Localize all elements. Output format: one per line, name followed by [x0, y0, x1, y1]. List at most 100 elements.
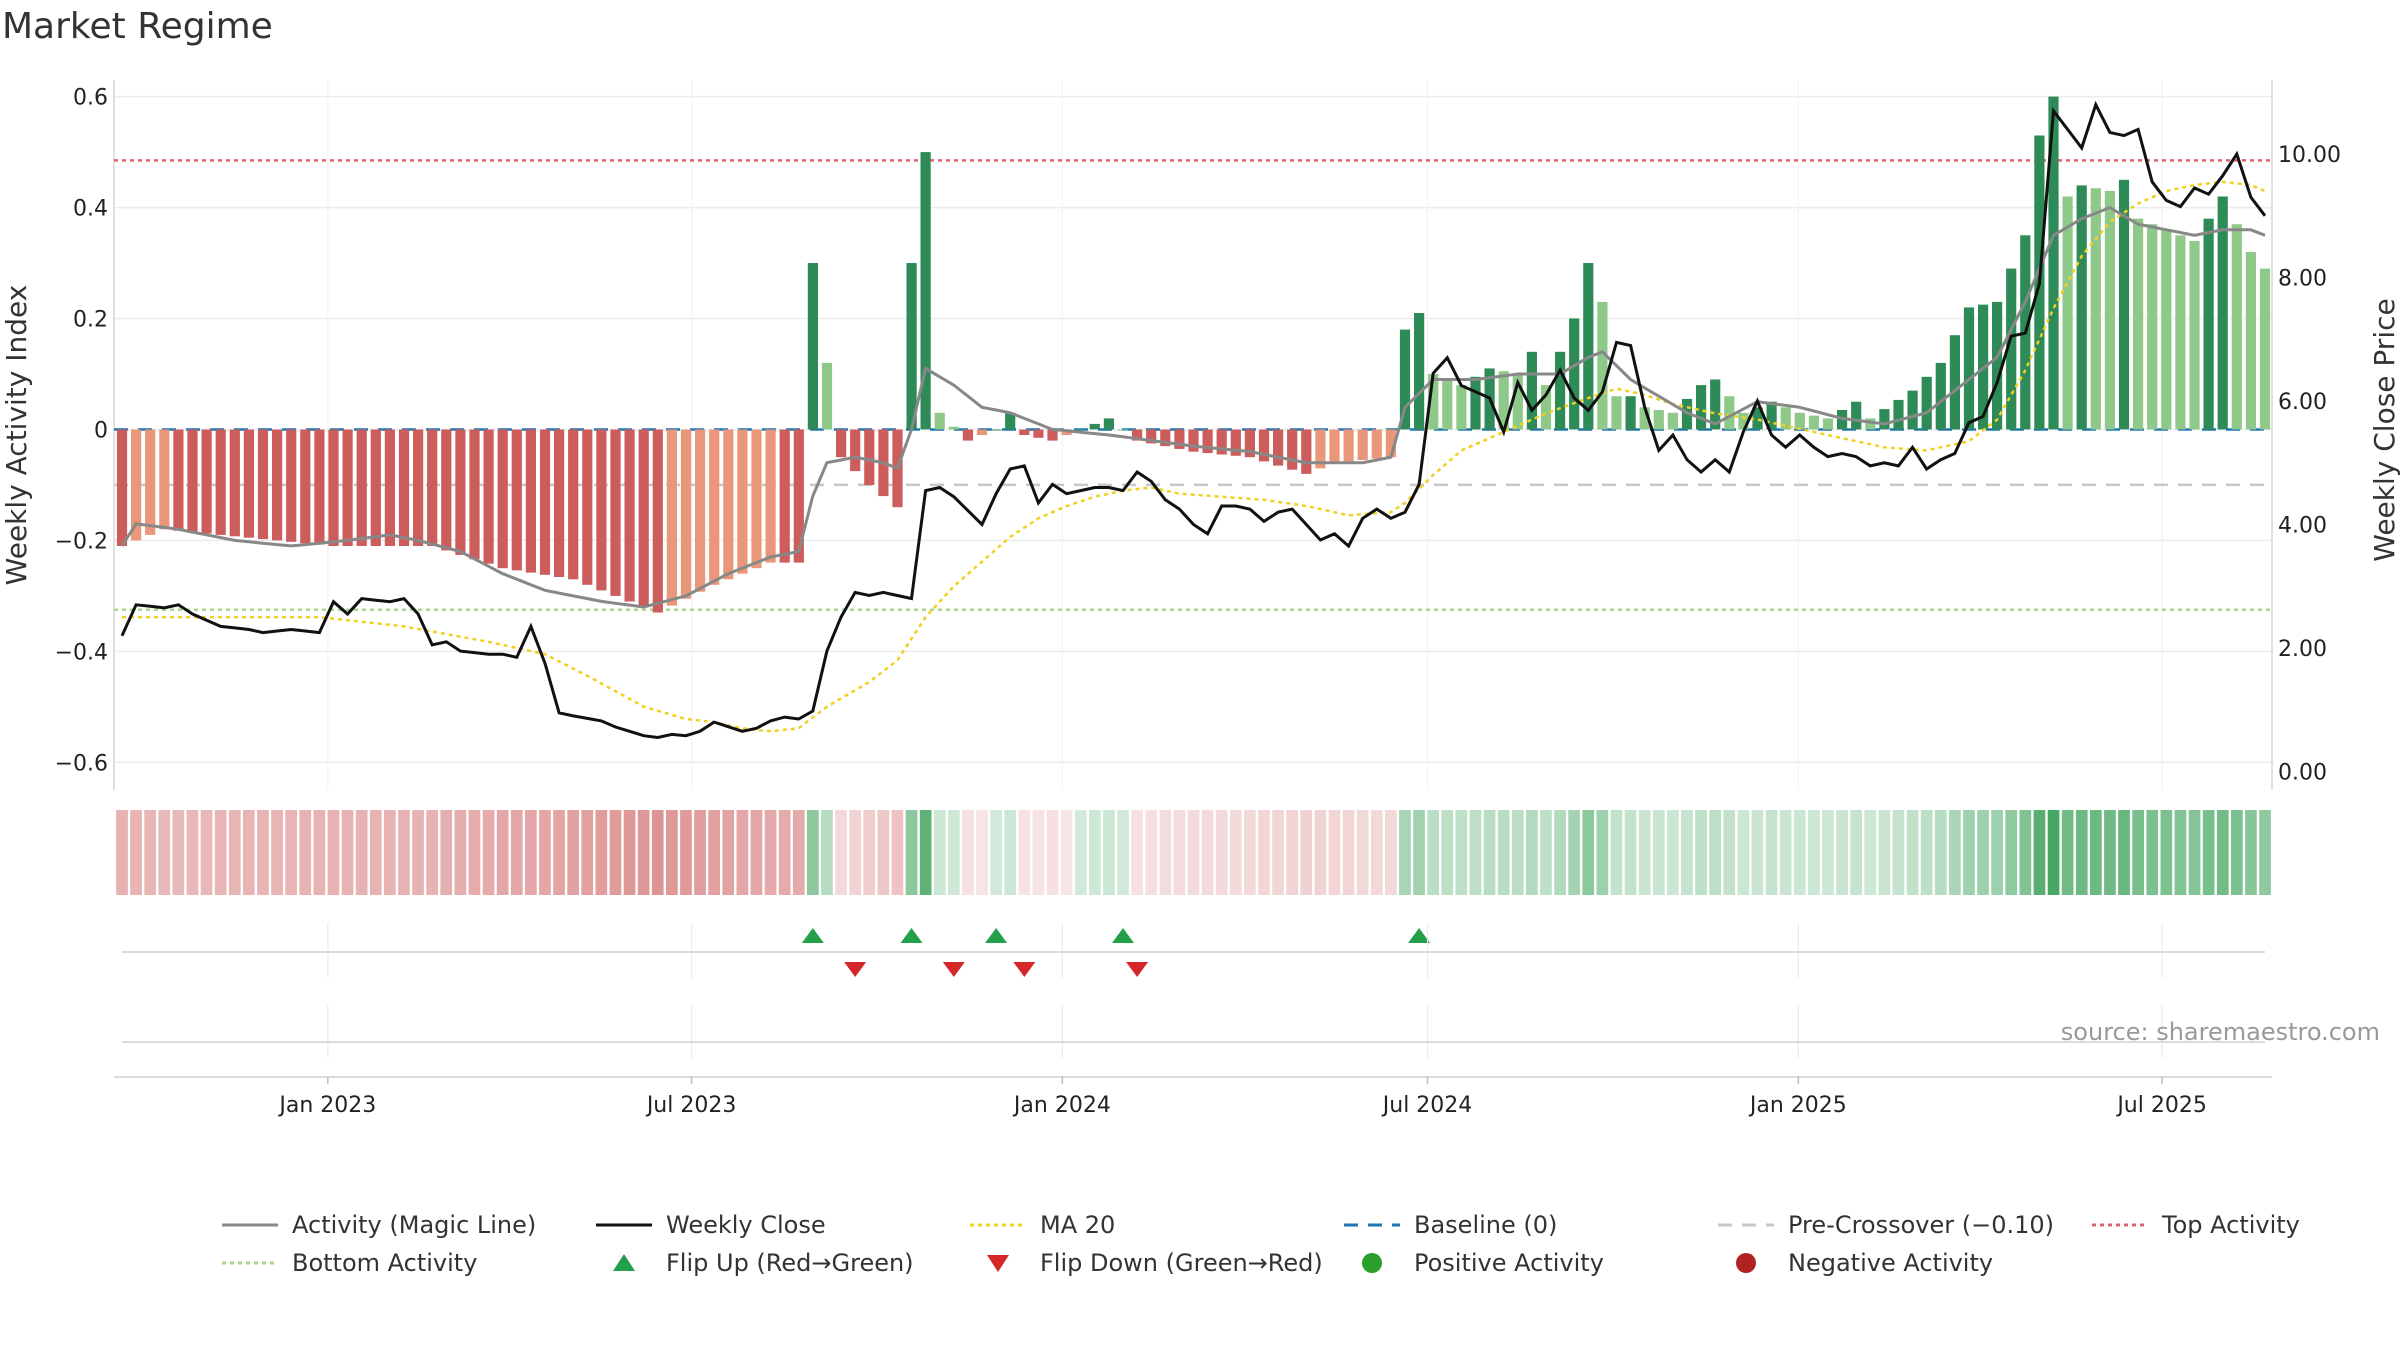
- activity-bar: [1470, 376, 1481, 430]
- regime-strip-cell: [1695, 810, 1707, 895]
- regime-strip-cell: [426, 810, 438, 895]
- activity-bar: [1089, 423, 1100, 430]
- activity-bar: [695, 429, 706, 592]
- x-axis-ticks: Jan 2023 Jul 2023 Jan 2024 Jul 2024 Jan 2025…: [277, 1077, 2207, 1118]
- regime-strip-cell: [2061, 810, 2074, 895]
- activity-bar: [1696, 385, 1707, 430]
- right-axis-title: Weekly Close Price: [2368, 298, 2400, 561]
- regime-strip-cell: [877, 810, 890, 895]
- activity-bar: [2245, 252, 2256, 430]
- activity-bar: [2161, 229, 2172, 430]
- regime-strip-cell: [1187, 810, 1200, 895]
- activity-bar: [370, 429, 381, 546]
- activity-bar: [2104, 190, 2115, 430]
- regime-strip-cell: [1117, 810, 1129, 895]
- regime-strip-cell: [1258, 810, 1270, 895]
- regime-strip-cell: [2033, 810, 2046, 895]
- regime-strip-cell: [2188, 810, 2201, 895]
- left-axis-title: Weekly Activity Index: [0, 285, 33, 586]
- activity-bar: [116, 429, 128, 546]
- activity-bar: [1512, 374, 1523, 430]
- legend-label: Pre-Crossover (−0.10): [1788, 1211, 2054, 1239]
- activity-bar: [1583, 263, 1594, 430]
- regime-strip-cell: [525, 810, 537, 895]
- activity-bar: [1893, 399, 1904, 430]
- flip-markers: [801, 928, 1431, 977]
- activity-bar: [1047, 429, 1058, 441]
- regime-strip-cell: [1103, 810, 1115, 895]
- regime-strip-cell: [2259, 810, 2271, 895]
- source-label: source: sharemaestro.com: [2061, 1018, 2380, 1046]
- activity-bar: [1851, 401, 1862, 430]
- activity-bar: [1569, 318, 1580, 430]
- activity-bar: [976, 429, 988, 435]
- activity-bar: [1625, 396, 1636, 430]
- flip-down-marker: [1126, 962, 1149, 977]
- activity-bar: [1244, 429, 1255, 458]
- legend-label: Negative Activity: [1788, 1249, 1993, 1277]
- activity-bar: [1315, 429, 1326, 469]
- right-tick-label: 6.00: [2278, 390, 2327, 415]
- regime-strip-cell: [243, 810, 255, 895]
- series-lines: [120, 100, 2267, 740]
- activity-bar: [1399, 329, 1411, 430]
- activity-bar: [455, 429, 466, 555]
- activity-bar: [793, 429, 804, 563]
- regime-strip-cell: [778, 810, 791, 895]
- activity-bar: [1258, 429, 1270, 462]
- regime-strip-cell: [285, 810, 297, 895]
- regime-strip-cell: [1356, 810, 1369, 895]
- x-tick-label: Jul 2023: [645, 1093, 737, 1118]
- regime-strip-cell: [1511, 810, 1524, 895]
- legend-item: Bottom Activity: [222, 1249, 477, 1277]
- regime-strip-cell: [200, 810, 213, 895]
- regime-strip-cell: [2174, 810, 2187, 895]
- activity-bar: [2048, 96, 2059, 430]
- regime-strip-cell: [2132, 810, 2144, 895]
- activity-bar: [2090, 188, 2101, 430]
- activity-bar: [1456, 385, 1467, 430]
- regime-strip-cell: [2231, 810, 2243, 895]
- regime-strip-cell: [1145, 810, 1158, 895]
- regime-strip-cell: [496, 810, 509, 895]
- regime-strip-cell: [905, 810, 918, 895]
- regime-strip-cell: [680, 810, 692, 895]
- activity-bar: [596, 429, 607, 591]
- activity-bar: [765, 429, 776, 563]
- activity-bar: [2006, 268, 2017, 430]
- regime-strip-cell: [116, 810, 128, 895]
- activity-bar: [1766, 401, 1777, 430]
- activity-bar: [257, 429, 269, 540]
- regime-strip-cell: [1159, 810, 1172, 895]
- regime-strip-cell: [792, 810, 805, 895]
- legend-item: MA 20: [970, 1211, 1115, 1239]
- activity-bar: [342, 429, 353, 546]
- regime-strip-cell: [1723, 810, 1736, 895]
- activity-bar: [1498, 371, 1509, 430]
- regime-strip-cell: [933, 810, 946, 895]
- activity-bar: [1385, 429, 1396, 458]
- regime-strip-cell: [1709, 810, 1721, 895]
- regime-strip-cell: [1949, 810, 1961, 895]
- activity-bar: [850, 429, 861, 472]
- regime-strip-cell: [186, 810, 199, 895]
- activity-bar: [991, 429, 1002, 431]
- regime-strip-cell: [2075, 810, 2088, 895]
- left-tick-label: 0.2: [73, 308, 108, 333]
- regime-strip-cell: [1046, 810, 1059, 895]
- regime-strip-cell: [1497, 810, 1510, 895]
- regime-strip-cell: [1667, 810, 1679, 895]
- regime-strip-cell: [130, 810, 142, 895]
- activity-bar: [2203, 218, 2214, 430]
- activity-bar: [638, 429, 649, 607]
- activity-bar: [1597, 301, 1608, 430]
- regime-strip-cell: [736, 810, 749, 895]
- regime-strip-cell: [1808, 810, 1820, 895]
- activity-bar: [723, 429, 734, 580]
- regime-strip-cell: [1822, 810, 1834, 895]
- regime-strip-cell: [1060, 810, 1073, 895]
- regime-strip-cell: [510, 810, 523, 895]
- regime-strip-cell: [1032, 810, 1045, 895]
- activity-bar: [1132, 429, 1143, 441]
